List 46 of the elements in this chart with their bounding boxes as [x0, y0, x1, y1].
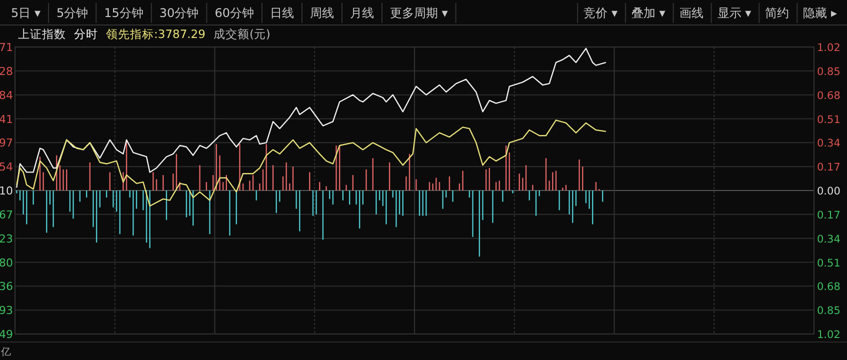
text: 30分钟 [159, 6, 199, 20]
text: 隐藏 ▸ [803, 6, 837, 20]
text: 80 [0, 256, 13, 270]
y-tick-label: 0.68 [817, 281, 840, 294]
text: 5分钟 [56, 6, 88, 20]
text: 67 [0, 208, 13, 222]
y-tick-label: 0.00 [817, 186, 840, 198]
text: 周线 [310, 6, 334, 20]
text: 叠加 ▾ [631, 6, 666, 20]
text: 简约 [765, 6, 790, 20]
y-tick-label: 0.68 [817, 90, 840, 102]
text: 28 [0, 64, 13, 78]
text: 23 [0, 232, 13, 246]
y-tick-label: 0.51 [817, 257, 840, 270]
text: 60分钟 [214, 6, 254, 20]
line-series [16, 120, 607, 207]
text: 月线 [350, 6, 374, 20]
text: 10 [0, 184, 13, 198]
text: 分时 [74, 27, 98, 41]
chart-title: 上证指数 [18, 27, 66, 41]
text: 亿 [0, 347, 11, 358]
y-tick-label: 1.02 [817, 42, 840, 54]
y-tick-label: 0.17 [817, 162, 840, 174]
y-tick-label: 0.34 [817, 138, 841, 150]
text: 54 [0, 160, 13, 174]
y-tick-label: 0.34 [817, 233, 841, 246]
text: 5日 ▾ [11, 6, 40, 20]
text: 更多周期 ▾ [390, 6, 448, 20]
text: 71 [0, 41, 13, 54]
text: 84 [0, 88, 13, 102]
text: 36 [0, 280, 13, 294]
text: 97 [0, 136, 13, 150]
text: 领先指标:3787.29 [106, 27, 206, 41]
text: 成交额(元) [213, 27, 270, 41]
text: 93 [0, 304, 13, 318]
y-tick-label: 0.51 [817, 114, 840, 126]
y-tick-label: 0.85 [817, 66, 840, 78]
text: 显示 ▾ [717, 6, 752, 20]
text: 画线 [679, 6, 704, 20]
text: 15分钟 [104, 6, 144, 20]
y-tick-label: 0.85 [817, 305, 840, 318]
line-series [16, 48, 607, 188]
y-tick-label: 1.02 [817, 329, 840, 341]
text: 日线 [270, 6, 294, 20]
y-tick-label: 0.17 [817, 209, 840, 222]
text: 竞价 ▾ [584, 6, 618, 20]
